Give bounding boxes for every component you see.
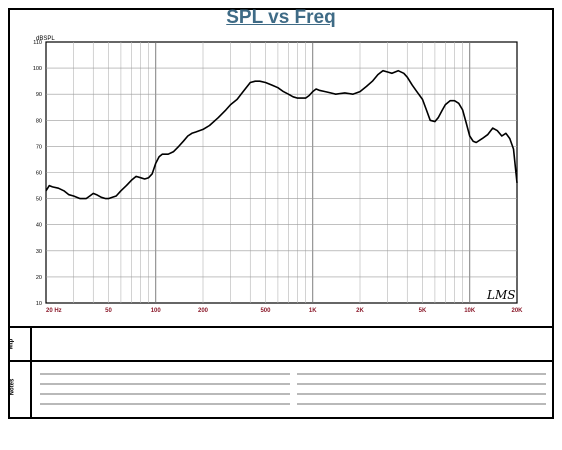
y-axis-label: dBSPL — [36, 36, 55, 42]
x-tick-label: 200 — [198, 308, 209, 314]
y-tick-label: 40 — [36, 223, 42, 229]
notes-divider — [30, 360, 32, 417]
mtp-label: Mtp — [8, 338, 15, 350]
y-tick-label: 90 — [36, 92, 42, 98]
y-tick-label: 20 — [36, 275, 42, 281]
y-tick-label: 110 — [33, 40, 42, 46]
y-tick-label: 30 — [36, 249, 42, 255]
mtp-row: Mtp — [8, 326, 554, 362]
x-tick-label: 500 — [260, 308, 271, 314]
y-tick-label: 60 — [36, 171, 42, 177]
x-tick-label: 10K — [464, 308, 476, 314]
notes-row: Notes — [8, 360, 554, 419]
x-tick-labels: 20 Hz 50 100 200 500 1K 2K 5K 10K 20K — [46, 308, 523, 314]
x-tick-label: 20 Hz — [46, 308, 62, 314]
notes-lines — [40, 373, 546, 405]
x-tick-label: 5K — [419, 308, 427, 314]
x-tick-label: 20K — [511, 308, 523, 314]
y-tick-label: 10 — [36, 301, 42, 307]
y-tick-label: 80 — [36, 118, 42, 124]
x-tick-label: 100 — [151, 308, 162, 314]
x-tick-label: 50 — [105, 308, 112, 314]
grid — [45, 41, 518, 304]
chart-title: SPL vs Freq — [226, 7, 336, 28]
chart-svg: 10 20 30 40 50 60 70 80 90 100 110 20 Hz 50 100 200 50… — [33, 36, 523, 314]
x-tick-label: 2K — [356, 308, 364, 314]
y-tick-label: 50 — [36, 197, 42, 203]
mtp-divider — [30, 328, 32, 360]
y-tick-label: 100 — [33, 66, 42, 72]
y-tick-labels: 10 20 30 40 50 60 70 80 90 100 110 — [33, 40, 42, 307]
y-tick-label: 70 — [36, 144, 42, 150]
sheet-frame — [8, 8, 554, 419]
x-tick-label: 1K — [309, 308, 317, 314]
series — [45, 69, 518, 200]
lms-watermark: LMS — [486, 288, 515, 302]
spl-response-line — [45, 69, 518, 200]
